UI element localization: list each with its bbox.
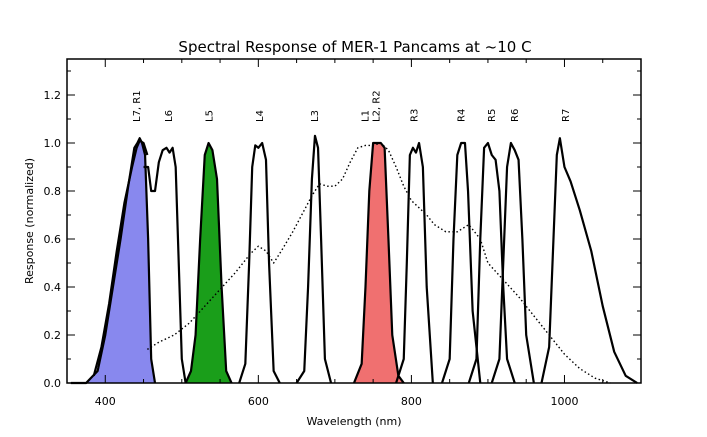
y-axis-label: Response (normalized) — [23, 158, 36, 284]
series-line-l5-3 — [184, 141, 233, 384]
y-tick-label: 0.6 — [44, 233, 62, 246]
series-line-r7-12 — [540, 137, 638, 384]
series-line-l4-4 — [238, 141, 281, 384]
plot-frame — [66, 58, 642, 384]
series-line-l2-r2-7 — [352, 141, 405, 384]
filter-fill-l7-r1 — [70, 138, 156, 383]
filter-label-l5: L5 — [205, 110, 216, 122]
x-tick-label-600: 600 — [248, 395, 269, 408]
x-tick-label-400: 400 — [95, 395, 116, 408]
series-line-l7-r1-1 — [92, 139, 149, 377]
y-axis: 0.0 0.2 0.4 0.6 0.8 1.0 1.2 — [44, 70, 641, 390]
x-axis: 400 600 800 1000 — [66, 59, 642, 408]
series-line-r3-8 — [395, 141, 434, 384]
y-tick-label: 1.0 — [44, 137, 62, 150]
series-line-l7-r1-0 — [70, 137, 157, 385]
x-tick-label-1000: 1000 — [550, 395, 578, 408]
series-line-r6-11 — [490, 141, 535, 384]
filter-label-r4: R4 — [456, 109, 467, 122]
filter-label-l3: L3 — [310, 110, 321, 122]
y-tick-label: 1.2 — [44, 89, 62, 102]
x-axis-label: Wavelength (nm) — [306, 415, 401, 428]
filter-label-r7: R7 — [561, 109, 572, 122]
y-tick-label: 0.8 — [44, 185, 62, 198]
y-tick-label: 0.4 — [44, 281, 62, 294]
series-line-r4-9 — [440, 141, 482, 384]
y-tick-label: 0.0 — [44, 377, 62, 390]
filter-label-l6: L6 — [164, 110, 175, 122]
filter-labels: L7, R1 L6 L5 L4 L3 L1 L2, R2 R3 R4 R5 R6 R7 — [132, 90, 572, 122]
y-tick-label: 0.2 — [44, 329, 62, 342]
plot-area — [70, 134, 638, 385]
series-line-l6-2 — [143, 146, 187, 384]
filter-label-l4: L4 — [255, 110, 266, 122]
filter-label-l2-r2: L2, R2 — [371, 90, 382, 122]
chart-title: Spectral Response of MER-1 Pancams at ~1… — [178, 38, 531, 56]
filter-label-l7-r1: L7, R1 — [132, 90, 143, 122]
filter-label-r3: R3 — [410, 109, 421, 122]
series-line-l3-5 — [295, 134, 333, 384]
series-line-l1-dotted-6 — [146, 142, 611, 384]
series-line-r5-10 — [467, 141, 516, 384]
filter-label-l1: L1 — [361, 110, 372, 122]
filter-label-r5: R5 — [487, 109, 498, 122]
x-tick-label-800: 800 — [401, 395, 422, 408]
filter-label-r6: R6 — [510, 109, 521, 122]
